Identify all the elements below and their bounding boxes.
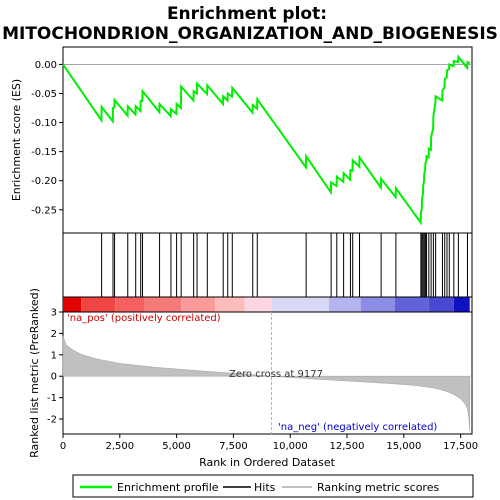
- legend-box: [72, 474, 474, 498]
- color-bar-segment: [63, 297, 82, 312]
- color-bar-segment: [215, 297, 245, 312]
- es-profile-line: [62, 54, 471, 226]
- x-tick-label: 10,000: [273, 441, 308, 452]
- metric-tick-label: -1: [47, 393, 57, 404]
- color-bar-segment: [394, 297, 429, 312]
- x-tick-label: 15,000: [386, 441, 421, 452]
- color-bar-segment: [81, 297, 116, 312]
- x-tick-label: 2,500: [105, 441, 134, 452]
- x-axis-label: Rank in Ordered Dataset: [199, 456, 336, 469]
- metric-tick-label: -2: [47, 415, 57, 426]
- legend-hits-label: Hits: [254, 481, 276, 494]
- hits-lines: [101, 233, 468, 297]
- metric-tick-label: 1: [51, 350, 57, 361]
- es-tick-label: -0.10: [31, 118, 57, 129]
- es-tick-label: -0.15: [31, 147, 57, 158]
- zero-cross-label: Zero cross at 9177: [229, 369, 323, 380]
- pos-correlated-label: 'na_pos' (positively correlated): [67, 313, 221, 324]
- x-tick-label: 12,500: [330, 441, 365, 452]
- color-bar-segment: [244, 297, 273, 312]
- es-tick-label: -0.25: [31, 205, 57, 216]
- ranking-metric-area: [62, 312, 471, 434]
- x-tick-label: 0: [60, 441, 66, 452]
- color-bar-segment: [181, 297, 216, 312]
- metric-tick-label: 3: [51, 308, 57, 319]
- es-panel-frame: [62, 46, 473, 234]
- color-bar-segment: [453, 297, 470, 312]
- es-tick-label: 0.00: [35, 60, 57, 71]
- es-tick-label: -0.20: [31, 176, 57, 187]
- color-bar-segment: [115, 297, 145, 312]
- x-axis-ticks: 0 2,500 5,000 7,500 10,000 12,500 15,000 17,500: [60, 434, 478, 452]
- color-bar-segment: [360, 297, 395, 312]
- chart-title-line2: MITOCHONDRION_ORGANIZATION_AND_BIOGENESI…: [2, 24, 498, 44]
- es-axis-ticks: 0.00 -0.05 -0.10 -0.15 -0.20 -0.25: [31, 60, 63, 216]
- x-tick-label: 5,000: [162, 441, 191, 452]
- metric-tick-label: 0: [51, 372, 57, 383]
- metric-area-shape: [62, 336, 471, 431]
- es-tick-label: -0.05: [31, 89, 57, 100]
- chart-title-line1: Enrichment plot:: [167, 4, 327, 24]
- x-tick-label: 7,500: [219, 441, 248, 452]
- rank-color-bar: [63, 297, 470, 312]
- color-bar-segment: [328, 297, 361, 312]
- metric-tick-label: 2: [51, 329, 57, 340]
- x-tick-label: 17,500: [443, 441, 478, 452]
- metric-axis-ticks: 3 2 1 0 -1 -2: [47, 308, 63, 426]
- color-bar-segment: [144, 297, 182, 312]
- es-profile: [62, 54, 471, 226]
- neg-correlated-label: 'na_neg' (negatively correlated): [278, 422, 437, 433]
- metric-axis-label: Ranked list metric (PreRanked): [28, 288, 41, 458]
- legend-profile-label: Enrichment profile: [117, 481, 219, 494]
- legend-metric-label: Ranking metric scores: [317, 481, 439, 494]
- color-bar-segment: [428, 297, 454, 312]
- hits-panel-frame: [62, 232, 473, 298]
- color-bar-segment: [272, 297, 329, 312]
- es-axis-label: Enrichment score (ES): [10, 79, 23, 201]
